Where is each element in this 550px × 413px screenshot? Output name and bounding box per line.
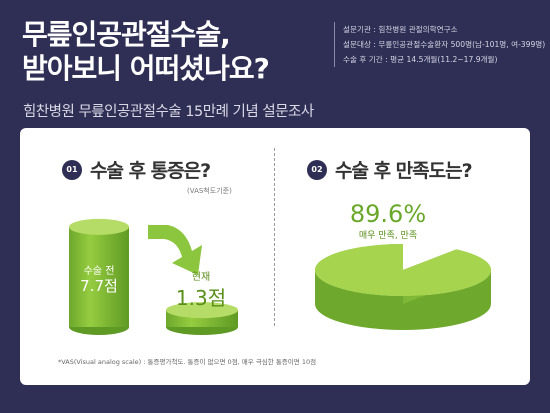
footnote: *VAS(Visual analog scale) : 통증평가척도. 통증이 … [58,358,317,366]
pie-slice-satisfied [315,244,491,330]
title-line-2: 받아보니 어떠셨나요? [22,52,270,85]
decrease-arrow [148,225,202,275]
bar-before-top [69,218,129,235]
after-value: 1.3점 [175,286,227,310]
before-value: 7.7점 [80,277,118,295]
main-title: 무릎인공관절수술, 받아보니 어떠셨나요? [22,18,270,86]
before-label: 수술 전 [83,266,115,277]
q1-note: (VAS척도기준) [187,187,232,195]
section-divider [274,148,275,326]
title-line-1: 무릎인공관절수술, [22,18,231,51]
q2-badge: 02 [307,160,327,180]
survey-meta: 설문기관 : 힘찬병원 관절의학연구소 설문대상 : 무릎인공관절수술환자 50… [334,22,545,67]
meta-subjects: 설문대상 : 무릎인공관절수술환자 500명(남-101명, 여-399명) [343,40,546,49]
q1-badge: 01 [62,160,82,180]
bar-after-top [166,302,238,319]
q1-title: 수술 후 통증은? [90,160,211,182]
survey-subtitle: 힘찬병원 무릎인공관절수술 15만례 기념 설문조사 [23,104,314,120]
pain-bar-chart [69,218,238,335]
satisfaction-label: 매우 만족, 만족 [358,231,418,241]
meta-institution: 설문기관 : 힘찬병원 관절의학연구소 [343,25,458,34]
bar-after [166,302,238,335]
meta-period: 수술 후 기간 : 평균 14.5개월(11.2~17.9개월) [343,55,498,64]
satisfaction-pie-chart [315,244,491,330]
satisfaction-value: 89.6% [349,200,427,228]
pie-top-face [315,244,491,296]
bar-before [69,218,129,335]
q2-title: 수술 후 만족도는? [335,160,473,182]
bar-before-body [69,226,129,327]
after-label: 현재 [191,272,211,283]
